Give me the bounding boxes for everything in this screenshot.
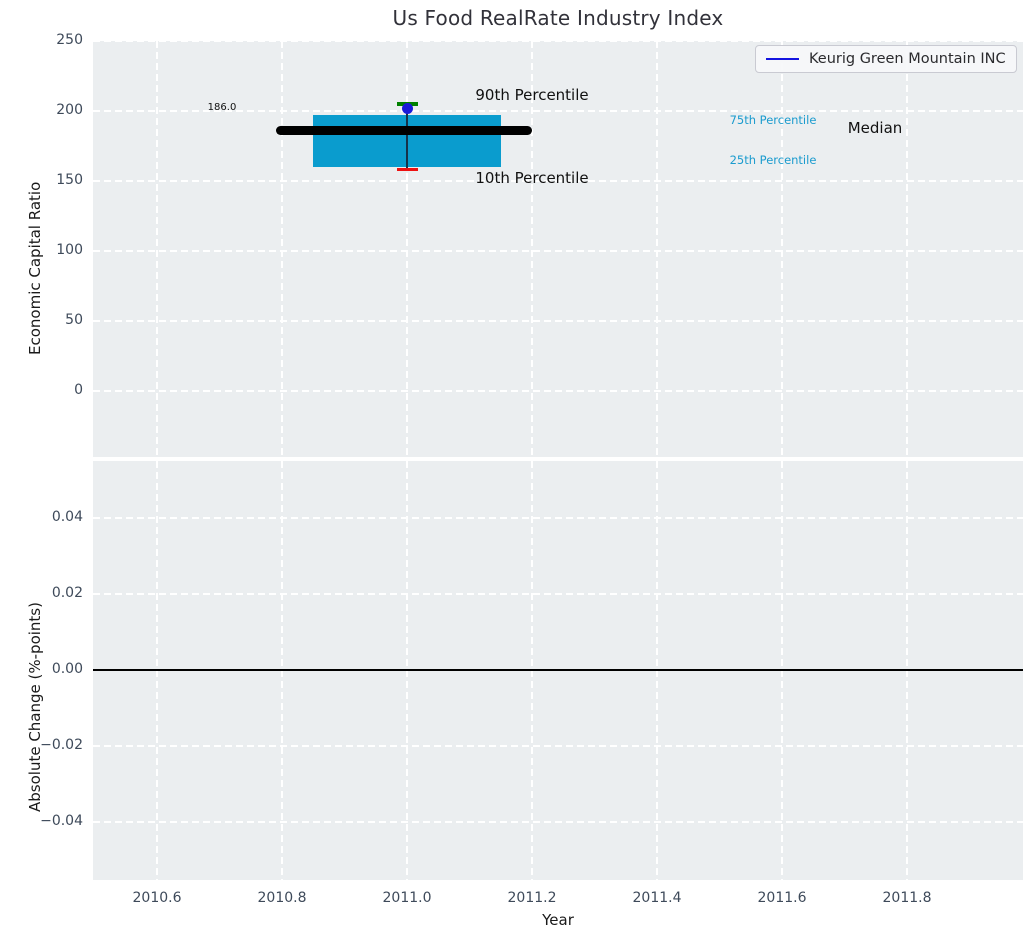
x-gridline bbox=[781, 41, 783, 457]
bottom-y-tick-label: −0.04 bbox=[40, 812, 83, 829]
x-gridline bbox=[281, 41, 283, 457]
x-tick-label: 2010.8 bbox=[257, 890, 307, 906]
y-gridline bbox=[93, 517, 1023, 520]
annotation-10th-percentile: 10th Percentile bbox=[475, 169, 589, 187]
y-gridline bbox=[93, 320, 1023, 322]
bottom-y-tick-label: 0.02 bbox=[51, 585, 83, 602]
x-gridline bbox=[906, 41, 908, 457]
x-gridline bbox=[531, 41, 533, 457]
annotation-90th-percentile: 90th Percentile bbox=[475, 86, 589, 104]
boxplot-10th-percentile-cap bbox=[396, 167, 418, 171]
boxplot-whisker-line bbox=[406, 104, 408, 170]
zero-reference-line bbox=[93, 669, 1023, 671]
y-gridline bbox=[93, 110, 1023, 112]
y-gridline bbox=[93, 744, 1023, 747]
annotation-25th-percentile: 25th Percentile bbox=[729, 153, 817, 167]
x-tick-label: 2011.6 bbox=[757, 890, 807, 906]
annotation-median: Median bbox=[847, 119, 903, 137]
top-axes-economic-capital-ratio bbox=[93, 41, 1023, 457]
y-gridline bbox=[93, 820, 1023, 823]
y-gridline bbox=[93, 180, 1023, 182]
y-gridline bbox=[93, 250, 1023, 252]
top-y-tick-label: 50 bbox=[65, 312, 83, 328]
x-axis-label: Year bbox=[542, 911, 574, 929]
x-gridline bbox=[656, 41, 658, 457]
legend: Keurig Green Mountain INC bbox=[755, 45, 1017, 73]
top-y-tick-label: 0 bbox=[74, 382, 83, 398]
boxplot-median-line bbox=[275, 126, 532, 136]
legend-line-swatch bbox=[766, 58, 799, 60]
x-tick-label: 2010.6 bbox=[132, 890, 182, 906]
top-y-tick-label: 250 bbox=[56, 32, 83, 48]
y-gridline bbox=[93, 41, 1023, 42]
top-y-tick-label: 200 bbox=[56, 102, 83, 118]
annotation-median-value: 186.0 bbox=[207, 102, 237, 113]
chart-title: Us Food RealRate Industry Index bbox=[392, 6, 724, 30]
legend-label: Keurig Green Mountain INC bbox=[809, 51, 1006, 67]
top-y-axis-label: Economic Capital Ratio bbox=[26, 181, 44, 355]
bottom-y-axis-label: Absolute Change (%-points) bbox=[26, 602, 44, 812]
y-gridline bbox=[93, 593, 1023, 596]
x-tick-label: 2011.2 bbox=[507, 890, 557, 906]
x-gridline bbox=[406, 41, 408, 457]
top-y-tick-label: 100 bbox=[56, 242, 83, 258]
bottom-y-tick-label: 0.00 bbox=[51, 661, 83, 677]
company-data-point bbox=[401, 102, 413, 114]
top-y-tick-label: 150 bbox=[56, 172, 83, 188]
bottom-axes-absolute-change bbox=[93, 461, 1023, 880]
x-gridline bbox=[156, 41, 158, 457]
x-tick-label: 2011.8 bbox=[882, 890, 932, 906]
x-tick-label: 2011.0 bbox=[382, 890, 432, 906]
bottom-y-tick-label: −0.02 bbox=[40, 736, 83, 753]
annotation-75th-percentile: 75th Percentile bbox=[729, 113, 817, 127]
y-gridline bbox=[93, 390, 1023, 392]
x-tick-label: 2011.4 bbox=[632, 890, 682, 906]
bottom-y-tick-label: 0.04 bbox=[51, 509, 83, 526]
